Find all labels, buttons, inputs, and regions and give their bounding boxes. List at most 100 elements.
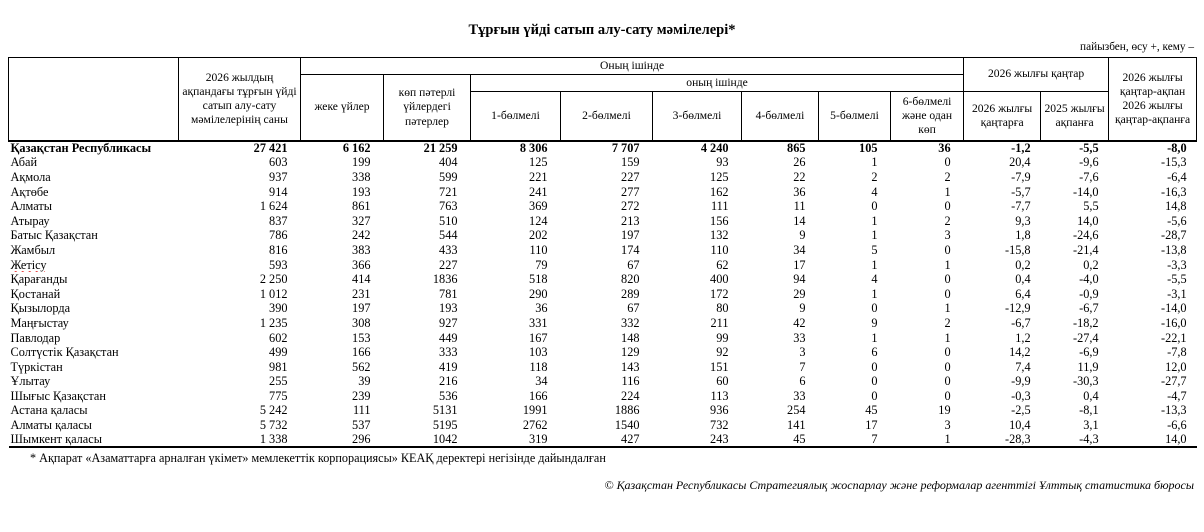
value-cell: -7,8: [1167, 345, 1187, 360]
value-cell: -7,6: [1079, 170, 1099, 184]
value-cell: 156: [710, 213, 729, 228]
value-cell: 1: [871, 228, 878, 243]
value-cell: 3,1: [1083, 418, 1099, 433]
value-cell: 510: [439, 213, 458, 228]
value-cell: 1: [890, 432, 964, 449]
region-name: Қызылорда: [9, 302, 179, 317]
value-cell: 981: [269, 359, 288, 374]
value-cell: 1: [871, 286, 878, 301]
value-cell: 1540: [614, 418, 640, 433]
value-cell: 290: [529, 286, 548, 301]
value-cell: 0,4: [1083, 389, 1099, 403]
header-row-2: жеке үйлер көп пәтерлі үйлердегі пәтерле…: [9, 74, 1197, 142]
value-cell: 3: [799, 345, 806, 360]
value-cell: 0: [944, 199, 951, 214]
value-cell: 213: [621, 213, 640, 228]
value-cell: -8,1: [1079, 403, 1099, 418]
value-cell: 8 306: [470, 140, 561, 156]
value-cell: -22,1: [1160, 330, 1187, 345]
value-cell: 6: [871, 345, 878, 360]
value-cell: 172: [710, 286, 729, 301]
value-cell: 197: [352, 301, 371, 316]
value-cell: 383: [352, 243, 371, 257]
value-cell: 0: [871, 199, 878, 214]
value-cell: -5,6: [1167, 213, 1187, 228]
region-name: Шығыс Қазақстан: [9, 389, 179, 404]
value-cell: 296: [300, 432, 384, 449]
value-cell: -14,0: [1072, 184, 1099, 199]
value-cell: 167: [529, 330, 548, 345]
region-name: Ұлытау: [9, 375, 179, 390]
value-cell: 14,8: [1165, 199, 1187, 214]
value-cell: 0: [944, 374, 951, 389]
value-cell: 1: [871, 213, 878, 228]
rooms-5-header: 5-бөлмелі: [818, 91, 891, 142]
value-cell: 0: [944, 155, 951, 170]
value-cell: -15,3: [1160, 155, 1187, 170]
value-cell: 7: [818, 432, 891, 449]
value-cell: -9,6: [1079, 155, 1099, 170]
value-cell: 242: [352, 228, 371, 243]
region-name-text: Шымкент қаласы: [10, 432, 102, 447]
value-cell: -3,3: [1167, 257, 1187, 272]
of-which-sub-header: оның ішінде: [469, 74, 965, 92]
value-cell: 327: [352, 213, 371, 228]
value-cell: 9: [799, 228, 806, 243]
value-cell: 0: [871, 389, 878, 403]
value-cell: -6,7: [1011, 316, 1031, 330]
value-cell: -12,9: [1004, 301, 1031, 316]
value-cell: 1: [871, 155, 878, 170]
region-name: Батыс Қазақстан: [9, 229, 179, 244]
table-body: Қазақстан Республикасы 27 421 6 162 21 259…: [8, 140, 1197, 449]
value-cell: 162: [710, 184, 729, 199]
value-cell: 0: [871, 374, 878, 389]
region-name: Алматы: [9, 199, 179, 214]
value-cell: -0,3: [1011, 389, 1031, 403]
value-cell: 2: [871, 170, 878, 184]
value-cell: 243: [652, 432, 742, 449]
region-name-text: Қазақстан Республикасы: [10, 141, 152, 156]
value-cell: 14,0: [1108, 432, 1197, 449]
value-cell: 27 421: [178, 140, 301, 156]
value-cell: -3,1: [1167, 286, 1187, 301]
value-cell: -14,0: [1160, 301, 1187, 316]
jan-feb-compare-header: 2026 жылғы қаңтар-ақпан 2026 жылғы қаңта…: [1108, 57, 1198, 142]
value-cell: -16,0: [1160, 316, 1187, 330]
value-cell: 936: [710, 403, 729, 418]
value-cell: 99: [716, 330, 729, 345]
value-cell: 4 240: [652, 140, 742, 156]
value-cell: 1: [871, 257, 878, 272]
value-cell: 1 338: [178, 432, 301, 449]
rooms-3-header: 3-бөлмелі: [652, 91, 742, 142]
region-name: Павлодар: [9, 331, 179, 346]
value-cell: 518: [529, 272, 548, 287]
value-cell: 111: [710, 199, 729, 214]
region-name-text: Қостанай: [10, 286, 61, 301]
rooms-1-header: 1-бөлмелі: [470, 91, 561, 142]
value-cell: 763: [439, 199, 458, 214]
table-row: Түркістан 981 562 419 118 143 151 7 0 0 7,4 11,9 12…: [9, 360, 1197, 375]
value-cell: 124: [529, 213, 548, 228]
value-cell: 7: [799, 359, 806, 374]
value-cell: 26: [793, 155, 806, 170]
value-cell: 9: [871, 316, 878, 330]
region-name: Абай: [9, 156, 179, 171]
region-name-text: Павлодар: [10, 330, 61, 345]
region-name: Ақтөбе: [9, 185, 179, 200]
value-cell: 1,8: [1015, 228, 1031, 243]
value-cell: 0: [871, 301, 878, 316]
value-cell: 129: [621, 345, 640, 360]
region-name-text: Атырау: [10, 213, 50, 228]
value-cell: 1: [871, 330, 878, 345]
value-cell: 820: [621, 272, 640, 287]
value-cell: 7,4: [1015, 359, 1031, 374]
value-cell: 9: [799, 301, 806, 316]
value-cell: 67: [627, 257, 640, 272]
value-cell: 536: [439, 389, 458, 403]
region-name: Шымкент қаласы: [8, 432, 179, 449]
value-cell: 12,0: [1165, 359, 1187, 374]
value-cell: 414: [352, 272, 371, 287]
value-cell: -7,9: [1011, 170, 1031, 184]
vs-jan-feb-2026-label: 2026 жылғы қаңтар-ақпанға: [1114, 99, 1191, 127]
